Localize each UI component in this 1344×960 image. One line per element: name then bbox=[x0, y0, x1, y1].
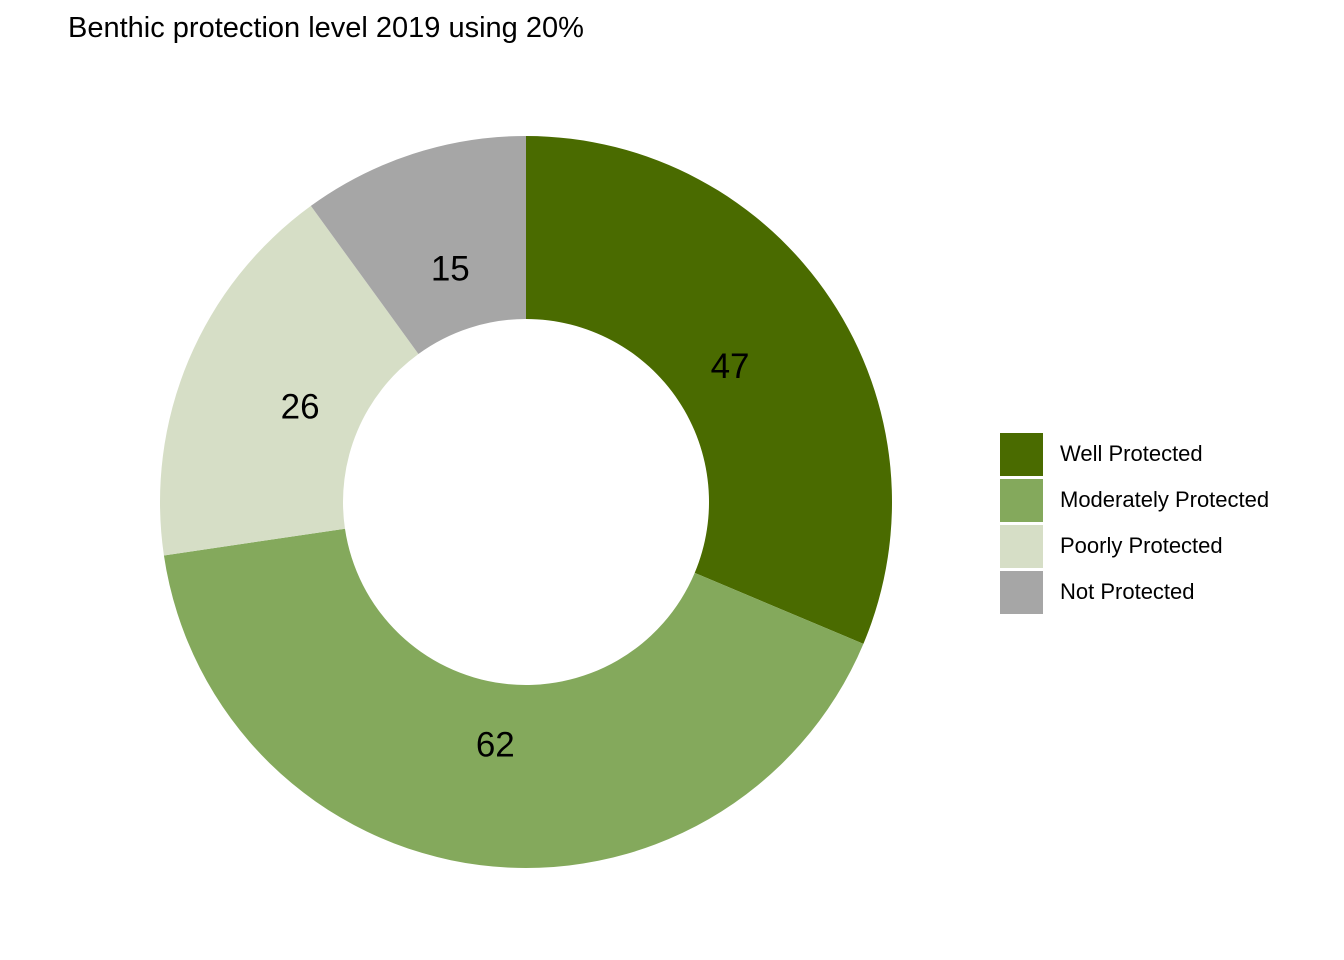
slice-not-protected bbox=[310, 136, 526, 354]
chart-title: Benthic protection level 2019 using 20% bbox=[68, 12, 584, 44]
slice-moderately-protected bbox=[163, 528, 864, 868]
legend-swatch-well-protected bbox=[1000, 432, 1043, 476]
legend-label-moderately-protected: Moderately Protected bbox=[1060, 487, 1270, 512]
data-label-poorly-protected: 26 bbox=[281, 388, 320, 427]
data-label-not-protected: 15 bbox=[431, 249, 470, 288]
legend-swatch-moderately-protected bbox=[1000, 478, 1043, 522]
legend-label-poorly-protected: Poorly Protected bbox=[1060, 533, 1223, 558]
donut-labels: 47 62 26 15 bbox=[281, 249, 750, 764]
donut-slices bbox=[160, 136, 892, 868]
legend-swatch-poorly-protected bbox=[1000, 524, 1043, 568]
legend-item-well-protected: Well Protected bbox=[1000, 431, 1269, 477]
legend-item-poorly-protected: Poorly Protected bbox=[1000, 523, 1269, 569]
legend-swatch-not-protected bbox=[1000, 570, 1043, 614]
legend-label-not-protected: Not Protected bbox=[1060, 579, 1195, 604]
legend-item-moderately-protected: Moderately Protected bbox=[1000, 477, 1269, 523]
slice-poorly-protected bbox=[160, 205, 419, 556]
slice-well-protected bbox=[526, 136, 892, 644]
data-label-well-protected: 47 bbox=[711, 347, 750, 386]
data-label-moderately-protected: 62 bbox=[476, 726, 515, 765]
legend-label-well-protected: Well Protected bbox=[1060, 441, 1203, 466]
legend-item-not-protected: Not Protected bbox=[1000, 569, 1269, 615]
chart-legend: Well Protected Moderately Protected Poor… bbox=[1000, 431, 1269, 615]
